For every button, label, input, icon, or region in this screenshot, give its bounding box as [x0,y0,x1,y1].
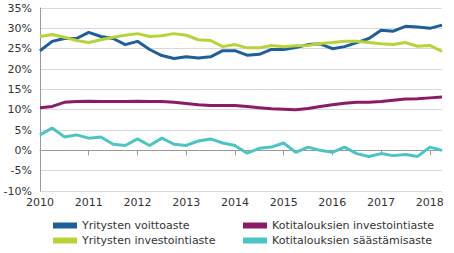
svg-text:-5%: -5% [11,164,32,177]
svg-text:2017: 2017 [367,196,395,209]
svg-text:10%: 10% [8,103,32,116]
svg-text:2014: 2014 [221,196,249,209]
svg-text:Yritysten investointiaste: Yritysten investointiaste [81,234,216,247]
svg-text:-10%: -10% [3,184,32,198]
svg-text:2011: 2011 [75,196,103,209]
svg-text:5%: 5% [15,124,32,137]
svg-text:2018: 2018 [416,196,444,209]
svg-text:Kotitalouksien investointiaste: Kotitalouksien investointiaste [272,219,434,232]
svg-text:0%: 0% [15,144,32,157]
svg-text:2013: 2013 [172,196,200,209]
svg-text:35%: 35% [8,2,32,15]
svg-text:30%: 30% [8,22,32,35]
svg-text:Kotitalouksien säästämisaste: Kotitalouksien säästämisaste [272,234,432,247]
svg-text:20%: 20% [8,63,32,76]
svg-text:2015: 2015 [270,196,298,209]
svg-text:Yritysten voittoaste: Yritysten voittoaste [81,219,190,232]
svg-text:25%: 25% [8,42,32,55]
svg-text:2012: 2012 [123,196,151,209]
svg-text:2010: 2010 [26,196,54,209]
svg-text:2016: 2016 [318,196,346,209]
svg-text:15%: 15% [8,83,32,96]
